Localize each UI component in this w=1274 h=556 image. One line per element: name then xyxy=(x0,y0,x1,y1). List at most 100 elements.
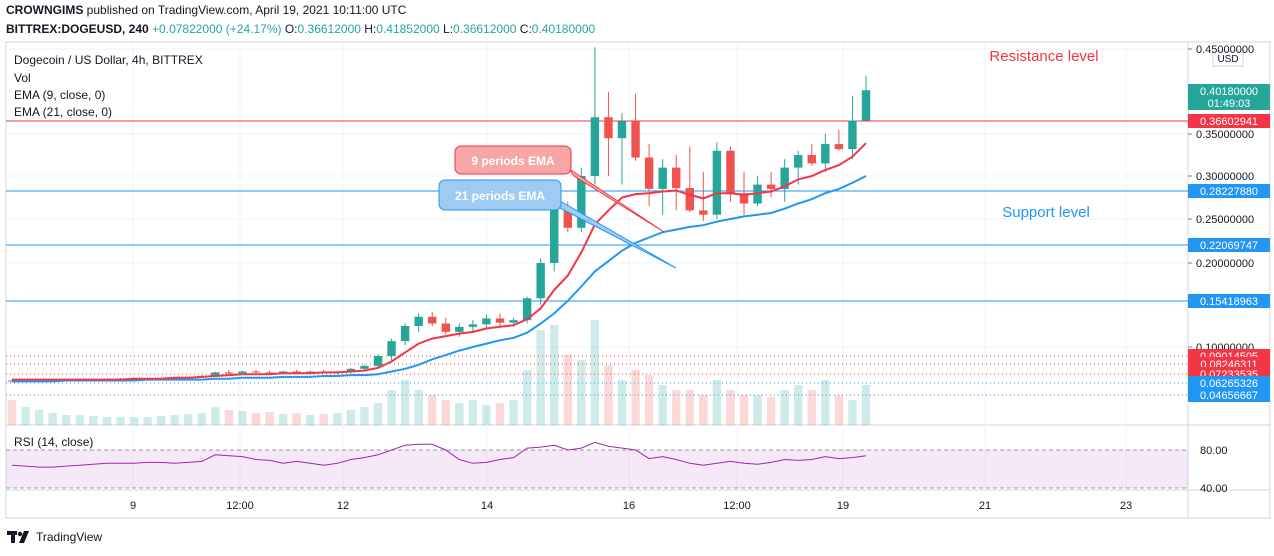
volume-bar xyxy=(577,360,586,425)
candle-body xyxy=(550,208,559,263)
volume-bar xyxy=(116,417,125,425)
volume-bar xyxy=(414,390,423,425)
candle-body xyxy=(292,371,301,373)
volume-bar xyxy=(292,413,301,425)
time-tick-label: 14 xyxy=(481,500,493,512)
candle-body xyxy=(644,157,654,189)
volume-bar xyxy=(62,415,71,425)
candle-body xyxy=(726,150,735,194)
volume-bar xyxy=(346,410,356,425)
volume-bar xyxy=(522,370,532,425)
time-tick-label: 21 xyxy=(979,500,991,512)
volume-bar xyxy=(143,417,152,425)
rsi-axis: 80.00 40.00 xyxy=(1200,445,1228,495)
volume-bar xyxy=(333,413,342,425)
candle-body xyxy=(522,298,532,321)
candle-body xyxy=(238,371,247,374)
tradingview-logo[interactable]: TradingView xyxy=(6,529,102,545)
candle-body xyxy=(265,372,274,374)
price-tick-label: 0.45000000 xyxy=(1196,44,1254,56)
volume-bar xyxy=(794,385,803,425)
rsi-line xyxy=(11,441,867,468)
volume-bar xyxy=(726,390,735,425)
candle-body xyxy=(251,371,261,373)
volume-bar xyxy=(102,417,112,425)
volume-bar xyxy=(265,412,274,425)
chart-frame xyxy=(5,41,1271,519)
volume-bar xyxy=(211,407,220,425)
volume-bar xyxy=(631,370,640,425)
volume-bar xyxy=(238,411,247,425)
candle-body xyxy=(482,318,491,325)
volume-bar xyxy=(34,410,44,425)
candle-body xyxy=(224,372,234,374)
time-tick-label: 12:00 xyxy=(723,500,751,512)
candle-body xyxy=(211,372,220,376)
volume-bar xyxy=(821,380,830,425)
candle-body xyxy=(780,167,789,189)
publish-line: CROWNGIMS published on TradingView.com, … xyxy=(6,3,406,17)
candle-body xyxy=(306,371,315,373)
level-tag-text: 0.06265326 xyxy=(1200,378,1258,390)
level-tag-text: 0.36602941 xyxy=(1200,116,1258,128)
close-label: C: xyxy=(519,22,532,36)
volume-bar xyxy=(156,416,166,425)
level-tag xyxy=(1188,294,1270,308)
volume-bar xyxy=(428,395,437,425)
volume-bar xyxy=(21,407,30,425)
candle-body xyxy=(699,210,708,215)
time-tick-label: 12 xyxy=(337,500,349,512)
level-tag xyxy=(1188,376,1270,390)
time-tick-label: 23 xyxy=(1120,500,1132,512)
publish-info: published on TradingView.com, April 19, … xyxy=(86,3,407,17)
candle-body xyxy=(631,121,640,158)
volume-bar xyxy=(278,414,288,425)
candlesticks xyxy=(7,47,871,383)
level-tag xyxy=(1188,238,1270,252)
volume-bar xyxy=(685,390,694,425)
ema21-callout: 21 periods EMA xyxy=(438,179,677,269)
volume-bar xyxy=(590,320,600,425)
volume-bar xyxy=(712,380,722,425)
level-tag-text: 0.15418963 xyxy=(1200,296,1258,308)
volume-bar xyxy=(224,410,234,425)
horizontal-levels xyxy=(6,120,1188,396)
volume-bar xyxy=(739,395,749,425)
level-tag xyxy=(1188,184,1270,198)
volume-bar xyxy=(387,390,396,425)
open-value: 0.36612000 xyxy=(297,22,361,36)
price-tick-label: 0.30000000 xyxy=(1196,171,1254,183)
last-price: 0.40180000 xyxy=(1200,86,1258,98)
volume-bar xyxy=(509,400,518,425)
candle-body xyxy=(400,326,410,342)
volume-bar xyxy=(251,413,261,425)
candle-body xyxy=(495,318,505,323)
change-value: +0.07822000 (+24.17%) xyxy=(152,22,282,36)
ohlc-line: BITTREX:DOGEUSD, 240 +0.07822000 (+24.17… xyxy=(6,22,595,36)
legend-title: Dogecoin / US Dollar, 4h, BITTREX xyxy=(14,53,203,67)
volume-bar xyxy=(617,380,627,425)
candle-body xyxy=(861,90,871,121)
high-value: 0.41852000 xyxy=(376,22,440,36)
volume-bar xyxy=(536,330,545,425)
candle-body xyxy=(563,208,572,228)
last-price-tag: 0.40180000 01:49:03 xyxy=(1188,84,1270,110)
candle-body xyxy=(658,167,667,189)
volume-bar xyxy=(699,395,708,425)
legend-ema9: EMA (9, close, 0) xyxy=(14,88,105,102)
volume-bar xyxy=(7,400,17,425)
candle-body xyxy=(821,144,830,164)
level-tag-text: 0.22069747 xyxy=(1200,240,1258,252)
candle-body xyxy=(360,365,369,369)
candle-body xyxy=(590,117,600,176)
volume-bar xyxy=(170,415,179,425)
candle-body xyxy=(834,144,844,150)
volume-bar xyxy=(184,414,193,425)
close-value: 0.40180000 xyxy=(531,22,596,36)
level-tag xyxy=(1188,388,1270,402)
volume-bar xyxy=(48,413,57,425)
candle-body xyxy=(766,184,776,189)
rsi-band-fill xyxy=(6,450,1188,488)
volume-bar xyxy=(861,385,871,425)
